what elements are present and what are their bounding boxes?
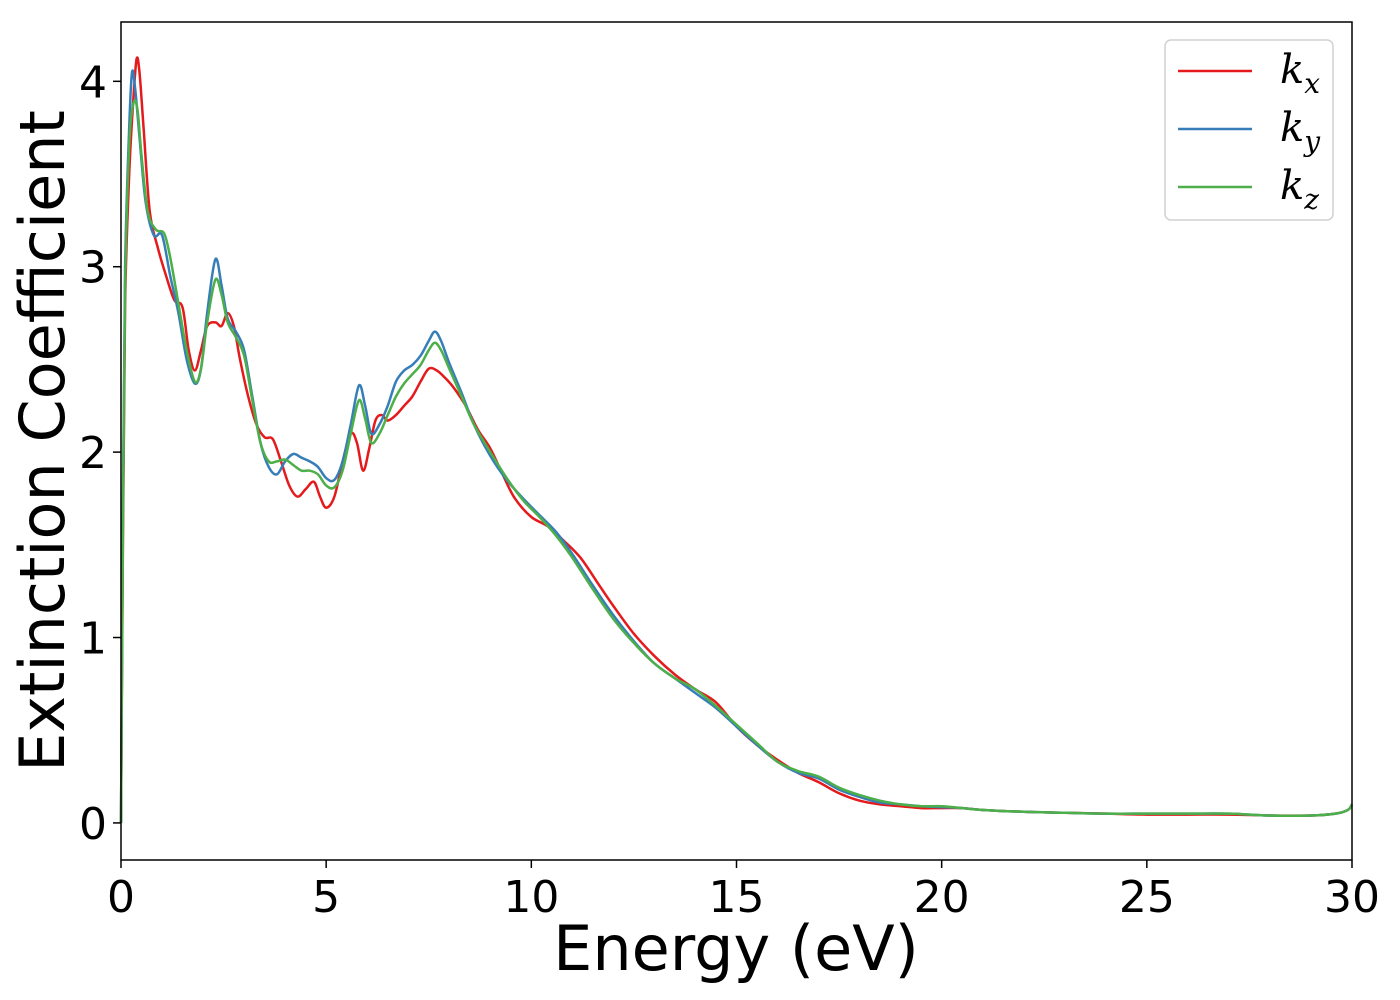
x-axis-label: Energy (eV)	[553, 912, 919, 985]
x-axis-ticks: 0 5 10 15 20 25 30	[107, 860, 1380, 923]
x-tick-label: 10	[503, 872, 559, 923]
x-tick-label: 15	[709, 872, 765, 923]
y-axis-label: Extinction Coefficient	[6, 110, 79, 772]
legend-label-z: kz	[1280, 163, 1319, 216]
series-line-z	[119, 99, 1354, 823]
x-tick-label: 5	[312, 872, 340, 923]
y-tick-label: 3	[79, 243, 107, 294]
y-tick-label: 4	[79, 57, 107, 108]
x-tick-label: 30	[1324, 872, 1380, 923]
plot-area	[121, 22, 1352, 860]
x-tick-label: 20	[914, 872, 970, 923]
x-tick-label: 0	[107, 872, 135, 923]
legend-label-y: ky	[1280, 105, 1321, 158]
legend-label-x: kx	[1280, 47, 1320, 100]
y-tick-label: 2	[79, 428, 107, 479]
y-axis-ticks: 0 1 2 3 4	[79, 57, 121, 850]
y-tick-label: 0	[79, 799, 107, 850]
x-tick-label: 25	[1119, 872, 1175, 923]
series-layer	[119, 56, 1354, 823]
y-tick-label: 1	[79, 614, 107, 665]
series-line-x	[119, 56, 1354, 823]
